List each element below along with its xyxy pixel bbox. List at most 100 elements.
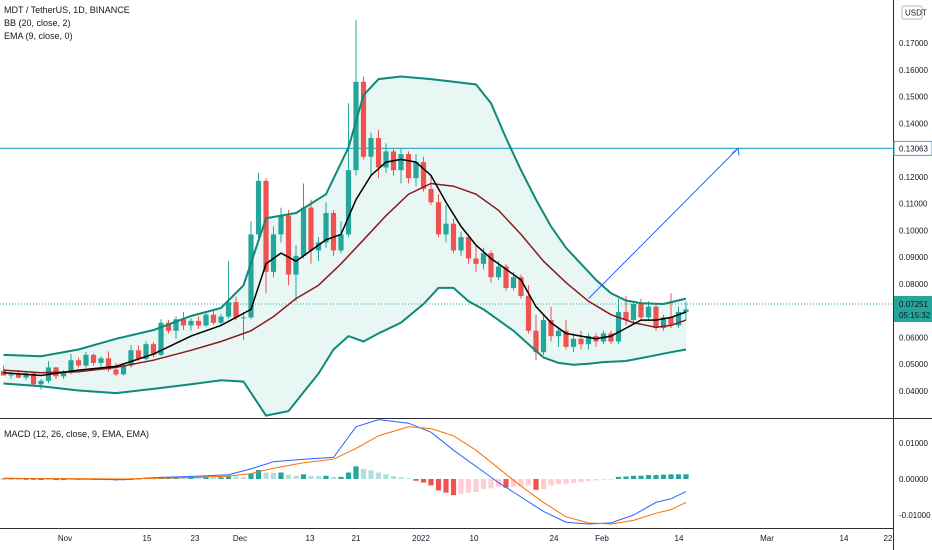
candle-body <box>30 373 37 385</box>
time-tick-label: 15 <box>143 534 152 543</box>
candle-body <box>428 188 434 203</box>
candle-body <box>338 234 344 251</box>
macd-histogram-bar <box>450 479 457 496</box>
time-tick-label: 23 <box>191 534 200 543</box>
projection-arrow-line[interactable] <box>588 148 739 299</box>
candle-body <box>578 338 584 345</box>
candle-body <box>203 314 209 326</box>
candle-body <box>225 302 232 317</box>
last-price-badge <box>894 295 932 322</box>
candle-body <box>173 319 179 331</box>
candle-body <box>443 223 449 235</box>
candle-body <box>345 170 352 235</box>
candle-body <box>75 360 82 366</box>
macd-histogram-bar <box>653 475 659 479</box>
ema-line <box>3 158 687 377</box>
candle-body <box>585 336 592 345</box>
price-tick-label: 0.10000 <box>899 226 928 235</box>
macd-histogram-bar <box>60 479 67 481</box>
candle-body <box>330 212 337 251</box>
price-tick-label: 0.06000 <box>899 333 928 342</box>
macd-histogram-bar <box>540 479 547 490</box>
time-tick-label: 13 <box>306 534 315 543</box>
macd-histogram-bar <box>195 477 202 479</box>
time-tick-label: 24 <box>550 534 559 543</box>
macd-histogram-bar <box>330 476 337 479</box>
candle-body <box>315 242 322 251</box>
candle-body <box>645 306 652 318</box>
candle-body <box>15 374 22 378</box>
macd-histogram-bar <box>270 472 277 479</box>
candle-body <box>135 350 142 359</box>
macd-histogram-bar <box>428 479 434 486</box>
macd-histogram-bar <box>53 479 59 481</box>
candle-body <box>413 162 419 179</box>
candle-body <box>660 317 667 329</box>
time-tick-label: 10 <box>470 534 479 543</box>
candle-body <box>353 81 359 171</box>
macd-histogram-bar <box>383 474 389 479</box>
macd-histogram-bar <box>473 479 479 492</box>
macd-histogram-bar <box>248 473 254 479</box>
ema-indicator-label[interactable]: EMA (9, close, 0) <box>4 31 73 41</box>
candle-body <box>308 207 314 251</box>
macd-histogram-bar <box>555 479 562 485</box>
macd-histogram-bar <box>263 472 269 479</box>
candle-body <box>90 354 97 363</box>
time-tick-label: Nov <box>58 534 72 543</box>
candle-body <box>420 162 427 189</box>
macd-histogram-bar <box>368 470 374 479</box>
symbol-legend: MDT / TetherUS, 1D, BINANCE BB (20, clos… <box>4 4 130 43</box>
candle-body <box>278 215 284 235</box>
candle-body <box>563 330 569 347</box>
price-tick-label: 0.14000 <box>899 119 928 128</box>
macd-histogram-bar <box>518 479 524 487</box>
candle-body <box>480 253 487 264</box>
macd-histogram-bar <box>278 472 284 479</box>
candle-body <box>653 306 659 329</box>
candle-body <box>128 350 134 366</box>
candle-body <box>218 316 224 323</box>
price-tick-label: 0.05000 <box>899 360 928 369</box>
macd-histogram-bar <box>45 479 52 480</box>
candle-body <box>675 312 682 326</box>
macd-histogram-bar <box>548 479 554 486</box>
macd-indicator-label[interactable]: MACD (12, 26, close, 9, EMA, EMA) <box>4 429 150 439</box>
macd-histogram-bar <box>608 479 614 480</box>
macd-histogram-bar <box>435 479 442 491</box>
macd-histogram-bar <box>488 479 494 489</box>
candle-body <box>638 304 644 318</box>
candle-body <box>263 180 269 272</box>
macd-histogram-bar <box>315 476 322 479</box>
macd-histogram-bar <box>0 478 7 480</box>
candle-body <box>150 344 157 355</box>
bb-indicator-label[interactable]: BB (20, close, 2) <box>4 18 71 28</box>
candle-body <box>375 138 382 168</box>
macd-histogram-bar <box>38 479 44 481</box>
time-tick-label: 14 <box>675 534 684 543</box>
target-price-label: 0.13063 <box>899 144 928 153</box>
macd-histogram-bar <box>600 479 607 480</box>
macd-histogram-bar <box>30 479 37 480</box>
candle-body <box>210 314 217 323</box>
candle-body <box>368 138 374 157</box>
candle-body <box>240 317 247 319</box>
bb-band-fill <box>3 76 686 416</box>
macd-tick-label: 0.01000 <box>899 439 928 448</box>
macd-histogram-bar <box>405 478 412 480</box>
candle-body <box>630 304 637 321</box>
price-tick-label: 0.04000 <box>899 387 928 396</box>
candle-body <box>548 320 554 337</box>
macd-histogram-bar <box>308 475 314 479</box>
macd-histogram-bar <box>390 476 397 479</box>
candle-body <box>180 319 187 326</box>
macd-legend: MACD (12, 26, close, 9, EMA, EMA) <box>4 428 149 441</box>
candle-body <box>360 81 367 157</box>
macd-histogram-bar <box>525 479 532 486</box>
macd-histogram-bar <box>615 476 622 479</box>
candle-body <box>525 295 532 331</box>
candle-body <box>293 255 299 275</box>
currency-button[interactable] <box>901 5 923 20</box>
price-tick-label: 0.08000 <box>899 280 928 289</box>
